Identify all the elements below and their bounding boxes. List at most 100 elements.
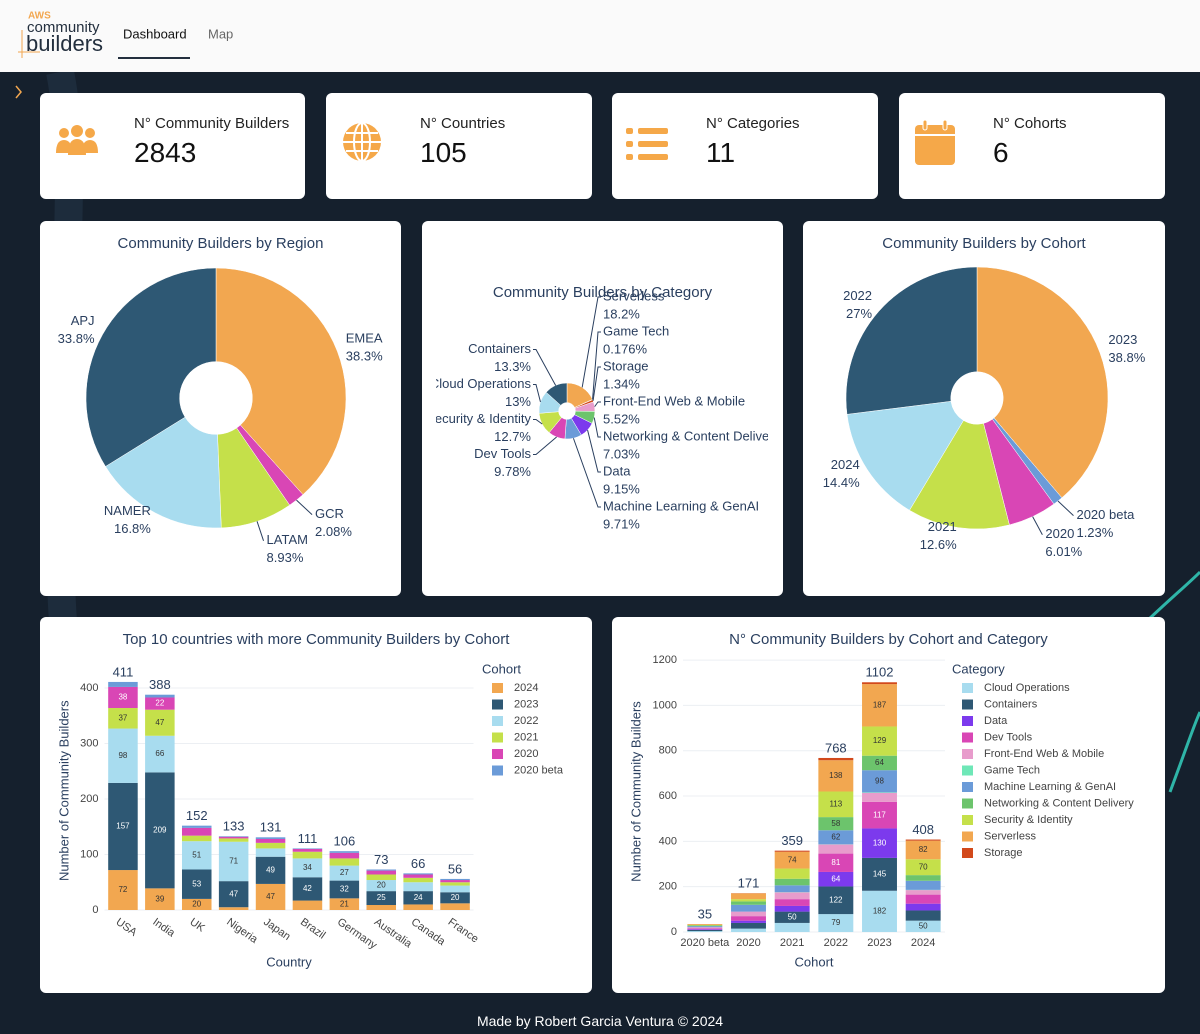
chart: Serverless 18.2% Game Tech 0.176% Storage 1.3…: [436, 284, 768, 531]
segment-label: 138: [829, 771, 843, 780]
x-tick-label: India: [150, 916, 177, 940]
slice-label: Game Tech: [603, 323, 669, 338]
total-label: 35: [698, 907, 712, 922]
bar-segment: [818, 914, 854, 932]
pie-slice: [846, 400, 964, 511]
segment-label: 38: [118, 693, 127, 702]
legend-label: Machine Learning & GenAI: [984, 781, 1116, 793]
kpi-label: N° Community Builders: [134, 115, 290, 132]
bar-segment: [818, 844, 854, 854]
bar-segment: [905, 910, 941, 921]
bar-segment: [108, 681, 138, 687]
bar-segment: [731, 916, 766, 921]
nav-tab[interactable]: Map: [208, 26, 233, 41]
globe-icon: [343, 122, 381, 162]
leader-line: [1032, 516, 1043, 535]
slice-value-label: 9.15%: [603, 481, 640, 496]
bar-segment: [366, 870, 397, 875]
bar-segment: [774, 905, 810, 912]
bar-segment: [145, 772, 175, 889]
legend-swatch: [962, 848, 973, 858]
bar-segment: [329, 898, 360, 910]
legend-label: 2020 beta: [514, 764, 564, 776]
bar-segment: [292, 848, 323, 849]
legend-swatch: [962, 732, 973, 743]
slice-label: 2022: [843, 288, 872, 303]
kpi-value: 11: [706, 137, 736, 168]
total-label: 408: [912, 822, 934, 837]
y-axis-label: Number of Community Builders: [628, 701, 643, 882]
bar-segment: [292, 848, 323, 852]
legend-label: Storage: [984, 847, 1023, 859]
slice-value-label: 0.176%: [603, 341, 648, 356]
sidebar-toggle[interactable]: [15, 85, 22, 99]
slice-value-label: 1.34%: [603, 376, 640, 391]
segment-label: 209: [153, 825, 167, 834]
bar-segment: [440, 885, 470, 893]
segment-label: 37: [118, 713, 127, 722]
pie-slice: [845, 266, 978, 415]
kpi-card: N° Countries 105: [326, 93, 592, 199]
bar-segment: [329, 858, 360, 866]
bar-segment: [731, 920, 766, 923]
segment-label: 58: [831, 819, 840, 828]
navbar: AWS community builders Dashboard Map: [0, 0, 1200, 72]
kpi-value: 2843: [134, 137, 197, 168]
y-tick-label: 800: [659, 745, 677, 757]
legend-swatch: [492, 765, 503, 776]
legend-label: Data: [984, 715, 1008, 727]
chart: EMEA 38.3% GCR 2.08% LATAM 8.93% NAMER 16.8% APJ…: [58, 235, 383, 565]
bar-segment: [905, 880, 941, 890]
slice-value-label: 12.6%: [920, 537, 957, 552]
segment-label: 20: [377, 881, 386, 890]
bar-segment: [366, 869, 397, 871]
legend-swatch: [962, 749, 973, 759]
bar-segment: [687, 929, 723, 930]
segment-label: 81: [831, 858, 840, 867]
legend-swatch: [962, 683, 973, 693]
nav-tab[interactable]: Dashboard: [123, 26, 187, 41]
legend-swatch: [492, 732, 503, 743]
bar-segment: [774, 899, 810, 906]
bar-segment: [329, 865, 360, 881]
segment-label: 82: [919, 845, 928, 854]
plot: Serverless 18.2% Game Tech 0.176% Storage 1.3…: [436, 284, 768, 531]
leader-line: [592, 366, 601, 401]
bar-segment: [731, 911, 766, 917]
segment-label: 39: [155, 894, 164, 903]
y-tick-label: 300: [80, 737, 98, 749]
x-tick-label: Nigeria: [224, 916, 260, 946]
slice-value-label: 38.3%: [346, 349, 383, 364]
bar-segment: [218, 907, 249, 910]
bar-segment: [181, 827, 212, 836]
bar-segment: [403, 873, 433, 875]
segment-label: 51: [192, 850, 201, 859]
slice-value-label: 18.2%: [603, 306, 640, 321]
bar-segment: [145, 888, 175, 910]
x-tick-label: Brazil: [298, 916, 327, 942]
logo-community: community: [27, 19, 100, 36]
bar-segment: [774, 851, 810, 869]
bar-segment: [255, 848, 286, 857]
segment-label: 122: [829, 895, 843, 904]
slice-value-label: 16.8%: [114, 521, 151, 536]
bar-segment: [818, 757, 854, 761]
slice-value-label: 1.23%: [1076, 525, 1113, 540]
total-label: 56: [448, 861, 462, 876]
legend-label: Networking & Content Delivery: [984, 797, 1134, 809]
list-icon: [626, 128, 668, 160]
legend-label: 2023: [514, 698, 538, 710]
leader-line: [256, 521, 265, 541]
bar-segment: [905, 894, 941, 904]
legend-swatch: [962, 716, 973, 726]
bar-segment: [905, 920, 941, 932]
bar-segment: [366, 880, 397, 892]
segment-label: 47: [155, 718, 164, 727]
slice-label: 2020: [1045, 526, 1074, 541]
segment-label: 70: [919, 862, 928, 871]
leader-line: [572, 438, 601, 508]
segment-label: 21: [340, 899, 349, 908]
pie-slice: [976, 266, 1109, 499]
y-tick-label: 600: [659, 790, 677, 802]
